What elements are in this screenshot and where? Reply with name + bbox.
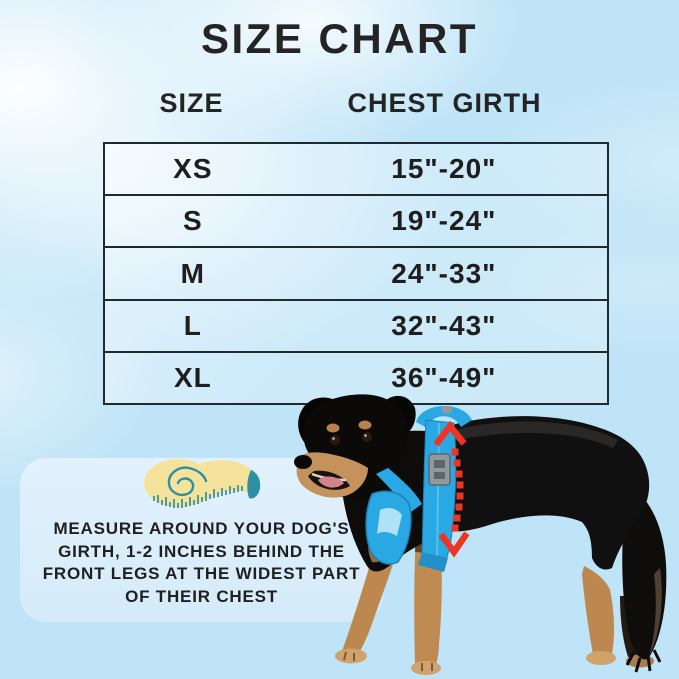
dog-eye [362, 432, 372, 442]
girth-cell: 32"-43" [391, 309, 497, 341]
table-row: S 19"-24" [105, 196, 607, 249]
harness-girth-strap [421, 419, 457, 565]
instruction-line: OF THEIR CHEST [125, 586, 278, 606]
size-cell: XS [173, 153, 213, 185]
table-header-row: SIZE CHEST GIRTH [103, 88, 609, 119]
dog-hind-leg [582, 566, 615, 654]
dog-tail [622, 486, 667, 673]
harness-buckle [428, 453, 451, 486]
size-cell: M [180, 257, 205, 289]
header-chest-girth: CHEST GIRTH [347, 88, 542, 118]
girth-cell: 36"-49" [391, 361, 497, 393]
dog-eyebrow [326, 423, 340, 433]
instruction-line: FRONT LEGS AT THE WIDEST PART [42, 564, 361, 583]
table-row: L 32"-43" [105, 301, 607, 353]
dog-far-hind-paw [626, 654, 654, 668]
size-cell: XL [173, 361, 212, 393]
size-cell: S [183, 205, 203, 237]
table-row: XS 15"-20" [105, 144, 607, 197]
page-title: SIZE CHART [201, 15, 478, 62]
measuring-tape-icon [140, 454, 264, 518]
size-table: XS 15"-20" S 19"-24" M 24"-33" L 32"-43"… [103, 142, 609, 405]
table-row: XL 36"-49" [105, 353, 607, 403]
table-row: M 24"-33" [105, 248, 607, 301]
harness-handle [416, 405, 472, 428]
header-size: SIZE [159, 88, 224, 118]
dog-eye [330, 435, 340, 445]
dog-hind-paw [586, 651, 616, 665]
instruction-line: MEASURE AROUND YOUR DOG'S [53, 519, 350, 538]
dog-far-hind-leg [620, 596, 640, 657]
measurement-instructions: MEASURE AROUND YOUR DOG'S GIRTH, 1-2 INC… [20, 518, 383, 608]
girth-cell: 19"-24" [391, 205, 497, 237]
measure-guide-line [433, 420, 470, 558]
girth-cell: 24"-33" [391, 257, 497, 289]
size-cell: L [183, 309, 202, 341]
girth-cell: 15"-20" [391, 153, 497, 185]
dog-body [428, 416, 650, 570]
measurement-info-panel: MEASURE AROUND YOUR DOG'S GIRTH, 1-2 INC… [20, 458, 383, 622]
dog-eyebrow [358, 420, 372, 430]
instruction-line: GIRTH, 1-2 INCHES BEHIND THE [58, 541, 345, 561]
